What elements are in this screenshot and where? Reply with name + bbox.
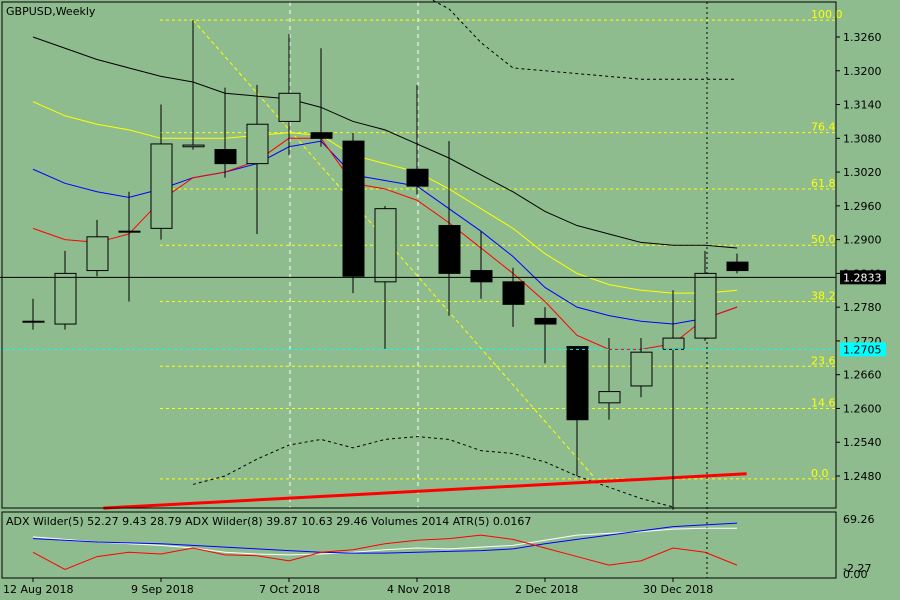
candle [534,307,557,364]
y-tick-label: 1.2600 [843,402,882,415]
candle [630,338,653,398]
candle [406,84,429,195]
fibo-level-label: 38.2 [811,290,836,303]
candle-body [406,168,429,187]
candle-body [502,281,525,305]
candle [182,20,205,150]
candle-body [54,272,77,325]
adx-white-line [32,527,737,556]
y-tick-label: 1.3020 [843,166,882,179]
y-tick-label: 1.2540 [843,436,882,449]
candle [598,338,621,420]
adx-red-line [32,534,738,570]
fibo-level-label: 61.8 [811,177,836,190]
indicator-label: ADX Wilder(5) 52.27 9.43 28.79 ADX Wilde… [6,515,531,528]
candle-body [118,230,141,233]
candle-body [662,337,685,350]
fibo-level-label: 100.0 [811,8,843,21]
candle-body [534,317,557,325]
candle [566,346,589,476]
y-tick-label: 1.2480 [843,470,882,483]
x-tick-label: 30 Dec 2018 [643,583,713,596]
candle [278,34,301,156]
candle [694,250,717,341]
indicator-axis-bottom: 0.00 [843,568,868,581]
x-tick-label: 9 Sep 2018 [131,583,194,596]
band-far-dashed-line [431,0,737,80]
y-tick-label: 1.3140 [843,99,882,112]
fibo-level-label: 0.0 [811,467,829,480]
svg-text:1.2705: 1.2705 [843,343,882,356]
y-tick-label: 1.2660 [843,369,882,382]
candle-body [726,261,749,272]
candle [22,298,45,330]
candle [246,84,269,234]
x-tick-label: 2 Dec 2018 [515,583,578,596]
fibo-level-label: 50.0 [811,233,836,246]
ma-blue-line [32,140,738,325]
candle-body [630,351,653,387]
y-tick-label: 1.3260 [843,31,882,44]
y-tick-label: 1.3200 [843,65,882,78]
candle [310,48,333,147]
cyan-price-tag: 1.2705 [840,342,886,357]
candle-body [246,123,269,165]
y-tick-label: 1.3080 [843,132,882,145]
indicator-panel-frame [1,511,837,579]
candle [438,141,461,316]
candle-body [310,132,333,139]
y-tick-label: 1.2900 [843,234,882,247]
fibo-level-label: 14.6 [811,396,836,409]
x-tick-label: 12 Aug 2018 [3,583,73,596]
candle [54,250,77,330]
svg-text:1.2833: 1.2833 [843,271,882,284]
current-price-tag: 1.2833 [840,270,886,285]
candle [726,253,749,274]
candle [502,267,525,327]
candle-body [342,140,365,277]
symbol-label: GBPUSD,Weekly [6,5,96,18]
candle-body [150,143,173,229]
candle [342,132,365,294]
ma-yellow-line [32,101,738,294]
candle [150,104,173,240]
candle-body [598,391,621,404]
y-tick-label: 1.2960 [843,200,882,213]
band-upper-line [32,36,738,249]
indicator-axis-top: 69.26 [843,513,875,526]
candle-body [566,346,589,421]
candle [86,219,109,277]
candlesticks [22,20,749,510]
x-tick-label: 7 Oct 2018 [259,583,320,596]
candle-body [470,270,493,283]
y-tick-label: 1.2780 [843,301,882,314]
indicator-axis-mid: -2.27 [843,562,871,575]
period-separators [289,2,708,578]
time-axis: 12 Aug 2018 9 Sep 2018 7 Oct 2018 4 Nov 201… [3,578,713,596]
fibo-level-label: 23.6 [811,354,836,367]
candle-body [214,149,237,165]
candle [118,191,141,302]
candle-body [182,144,205,148]
price-panel-frame [1,1,837,509]
x-tick-label: 4 Nov 2018 [387,583,450,596]
fibo-level-label: 76.4 [811,121,836,134]
adx-blue-line [32,522,738,554]
candle-body [22,320,45,323]
candle [470,231,493,299]
candle-body [438,225,461,274]
candle-body [694,272,717,339]
band-lower-dashed-line [192,436,674,508]
candle-body [278,92,301,122]
support-trendline [103,472,747,510]
candle-body [374,208,397,283]
candle-body [86,236,109,272]
adx-indicator-lines [32,522,738,570]
candle [214,87,237,178]
